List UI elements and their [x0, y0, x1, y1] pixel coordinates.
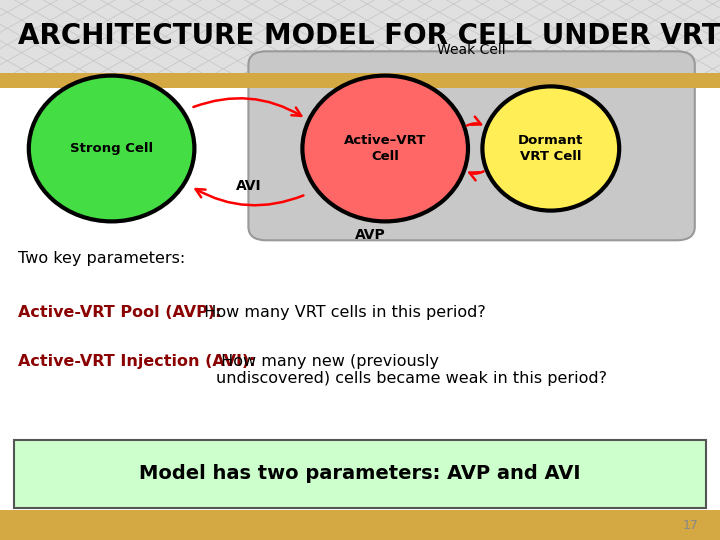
Text: AVP: AVP [356, 228, 386, 242]
FancyBboxPatch shape [0, 0, 720, 73]
Text: ARCHITECTURE MODEL FOR CELL UNDER VRT: ARCHITECTURE MODEL FOR CELL UNDER VRT [18, 23, 720, 50]
Text: How many new (previously
undiscovered) cells became weak in this period?: How many new (previously undiscovered) c… [216, 354, 607, 386]
Text: AVI: AVI [235, 179, 261, 193]
Text: Two key parameters:: Two key parameters: [18, 251, 185, 266]
Text: 17: 17 [683, 518, 698, 532]
Ellipse shape [29, 76, 194, 221]
Text: Active-VRT Pool (AVP):: Active-VRT Pool (AVP): [18, 305, 222, 320]
FancyBboxPatch shape [14, 440, 706, 508]
FancyBboxPatch shape [248, 51, 695, 240]
Text: Dormant
VRT Cell: Dormant VRT Cell [518, 134, 583, 163]
Ellipse shape [302, 76, 468, 221]
Text: How many VRT cells in this period?: How many VRT cells in this period? [194, 305, 486, 320]
Text: Active–VRT
Cell: Active–VRT Cell [344, 134, 426, 163]
Text: Model has two parameters: AVP and AVI: Model has two parameters: AVP and AVI [139, 464, 581, 483]
Ellipse shape [482, 86, 619, 211]
Text: Strong Cell: Strong Cell [70, 142, 153, 155]
FancyBboxPatch shape [0, 510, 720, 540]
FancyBboxPatch shape [0, 73, 720, 88]
Text: Active-VRT Injection (AVI):: Active-VRT Injection (AVI): [18, 354, 256, 369]
Text: Weak Cell: Weak Cell [437, 43, 506, 57]
